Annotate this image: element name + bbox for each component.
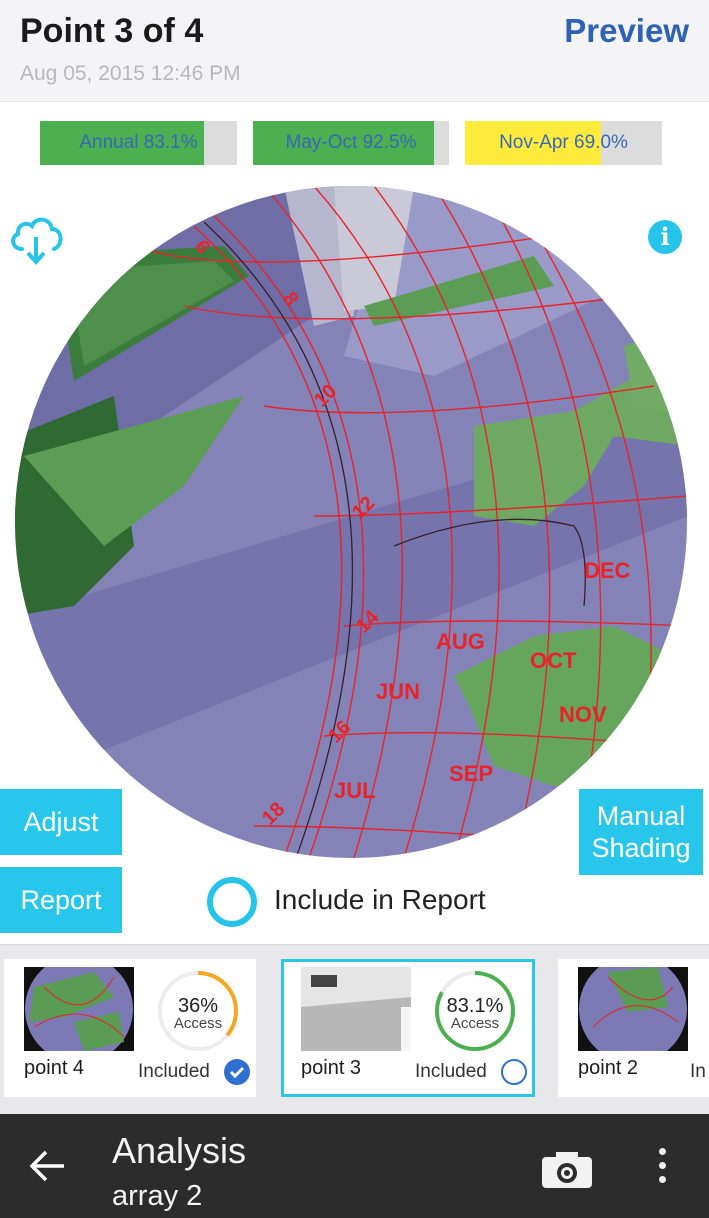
included-label: Included	[138, 1061, 210, 1082]
month-label: AUG	[436, 629, 485, 654]
month-label: JUN	[376, 679, 420, 704]
bottom-app-bar: Analysis array 2	[0, 1114, 709, 1218]
cloud-download-icon[interactable]	[6, 205, 70, 269]
screen-title: Analysis	[112, 1130, 247, 1171]
summer-access-label: May-Oct 92.5%	[285, 132, 417, 153]
point-card-selected[interactable]: point 3 83.1% Access Included	[281, 959, 535, 1097]
access-label: Access	[173, 1015, 223, 1032]
included-label: Included	[415, 1061, 487, 1082]
more-vertical-icon[interactable]	[652, 1148, 672, 1192]
included-check-icon[interactable]	[501, 1059, 527, 1085]
point-name: point 2	[578, 1057, 639, 1079]
annual-access-bar: Annual 83.1%	[40, 121, 237, 165]
preview-button[interactable]: Preview	[564, 12, 689, 49]
point-thumbnail	[578, 967, 688, 1051]
access-ring	[435, 971, 515, 1051]
points-strip[interactable]: point 4 36% Access Included point 3	[0, 944, 709, 1114]
access-label: Access	[450, 1015, 500, 1032]
fisheye-sunpath-image[interactable]: 6 8 10 12 14 16 18 DEC OCT NOV AUG JUN S…	[14, 186, 688, 858]
report-button[interactable]: Report	[0, 867, 122, 933]
annual-access-fill	[40, 121, 204, 165]
header: Point 3 of 4 Aug 05, 2015 12:46 PM Previ…	[0, 0, 709, 102]
month-label: OCT	[530, 648, 577, 673]
month-label: JUL	[334, 778, 376, 803]
winter-access-bar: Nov-Apr 69.0%	[465, 121, 662, 165]
include-in-report-toggle[interactable]	[207, 877, 257, 927]
point-name: point 4	[24, 1057, 85, 1079]
point-thumbnail	[301, 967, 411, 1051]
point-thumbnail	[24, 967, 134, 1051]
summer-access-fill	[253, 121, 435, 165]
point-name: point 3	[301, 1057, 362, 1079]
annual-access-label: Annual 83.1%	[79, 132, 198, 153]
camera-icon[interactable]	[540, 1150, 594, 1190]
winter-access-fill	[465, 121, 601, 165]
winter-access-label: Nov-Apr 69.0%	[499, 132, 628, 153]
month-label: NOV	[559, 702, 607, 727]
summer-access-bar: May-Oct 92.5%	[253, 121, 449, 165]
page-title: Point 3 of 4	[20, 12, 204, 50]
access-percent: 83.1%	[446, 995, 504, 1017]
access-ring	[158, 971, 238, 1051]
manual-shading-button[interactable]: Manual Shading	[579, 789, 703, 875]
point-card[interactable]: point 2 In	[558, 959, 709, 1097]
arrow-left-icon[interactable]	[26, 1144, 70, 1188]
capture-date: Aug 05, 2015 12:46 PM	[20, 62, 241, 85]
month-label: SEP	[449, 761, 493, 786]
month-label: DEC	[584, 558, 631, 583]
included-label: In	[690, 1061, 706, 1082]
access-percent: 36%	[177, 995, 219, 1017]
adjust-button[interactable]: Adjust	[0, 789, 122, 855]
include-in-report-label: Include in Report	[274, 884, 486, 915]
point-card[interactable]: point 4 36% Access Included	[4, 959, 256, 1097]
included-check-icon[interactable]	[224, 1059, 250, 1085]
info-icon[interactable]: i	[648, 220, 682, 254]
screen-subtitle: array 2	[112, 1180, 203, 1212]
